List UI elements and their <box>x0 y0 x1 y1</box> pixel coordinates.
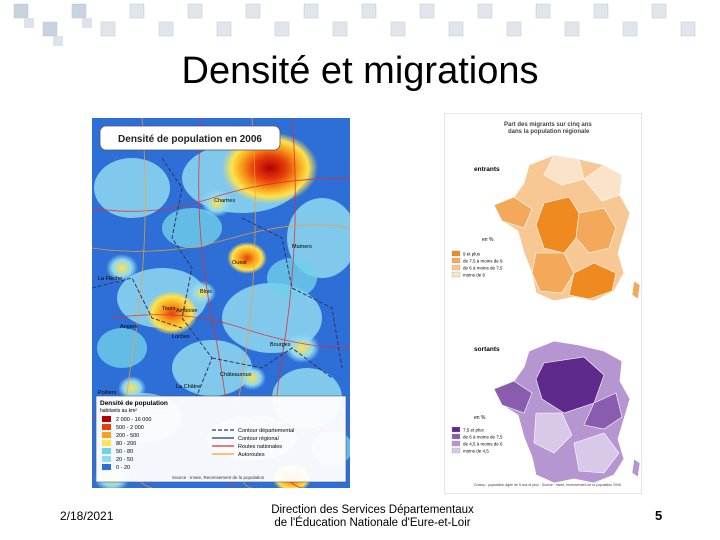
slide-date: 2/18/2021 <box>60 509 114 523</box>
entrants-unit: en % <box>482 237 494 243</box>
decorative-square <box>477 3 493 19</box>
density-source: Source : Insee, Recensement de la popula… <box>172 475 265 480</box>
decorative-square <box>303 3 319 19</box>
migration-legend-label: de 4,5 à moins de 6 <box>463 442 503 447</box>
migration-legend-swatch <box>451 433 461 440</box>
decorative-square <box>506 21 522 37</box>
decorative-square <box>593 3 609 19</box>
migration-source: Champ : population âgée de 5 ans et plus… <box>474 483 621 487</box>
legend-range: 200 - 500 <box>116 433 139 439</box>
place-label: La Flèche <box>98 276 122 282</box>
slide-footer: Direction des Services Départementaux de… <box>250 504 495 530</box>
place-label: La Châtre <box>176 384 200 390</box>
legend-swatch <box>102 448 111 454</box>
legend-range: 500 - 2 000 <box>116 425 144 431</box>
migration-legend-label: de 7,5 à moins de 9 <box>463 259 503 264</box>
line-legend-label: Contour départemental <box>238 428 294 434</box>
decorative-square <box>216 21 232 37</box>
decorative-square <box>158 21 174 37</box>
decorative-square <box>332 21 348 37</box>
legend-range: 20 - 50 <box>116 457 133 463</box>
population-density-map: Densité de population en 2006 Chartres M… <box>92 118 350 488</box>
migration-legend-swatch <box>451 426 461 433</box>
legend-range: 0 - 20 <box>116 465 130 471</box>
decorative-squares <box>13 3 696 46</box>
decorative-square <box>680 21 696 37</box>
sortants-france-map <box>493 340 641 484</box>
entrants-france-map <box>493 154 641 302</box>
migration-legend-label: 7,5 et plus <box>463 428 485 433</box>
migration-legend-label: de 6 à moins de 7,5 <box>463 435 503 440</box>
legend-swatch <box>102 416 111 422</box>
decorative-square <box>53 36 63 46</box>
migration-legend-label: de 6 à moins de 7,5 <box>463 266 503 271</box>
legend-swatch <box>102 424 111 430</box>
legend-subtitle: habitants au km² <box>100 408 137 414</box>
decorative-square <box>564 21 580 37</box>
line-legend-label: Routes nationales <box>238 444 282 450</box>
legend-swatch <box>102 432 111 438</box>
entrants-label: entrants <box>474 166 500 173</box>
migration-legend-label: moins de 6 <box>463 273 486 278</box>
legend-title: Densité de population <box>100 400 168 407</box>
legend-range: 50 - 80 <box>116 449 133 455</box>
migration-maps: Part des migrants sur cinq ans dans la p… <box>444 113 642 494</box>
decorative-square <box>187 3 203 19</box>
decorative-square <box>361 3 377 19</box>
legend-range: 2 000 - 16 000 <box>116 417 151 423</box>
migration-legend-swatch <box>451 440 461 447</box>
migration-legend-swatch <box>451 250 461 257</box>
place-label: Ouest <box>232 260 247 266</box>
slide-number: 5 <box>655 508 663 523</box>
line-legend-label: Autoroutes <box>238 452 265 458</box>
decorative-square <box>622 21 638 37</box>
place-label: Blois <box>200 289 212 295</box>
migration-title-line2: dans la population régionale <box>508 129 590 135</box>
decorative-square <box>24 18 34 28</box>
legend-swatch <box>102 440 111 446</box>
migration-title-line1: Part des migrants sur cinq ans <box>504 122 592 128</box>
decorative-square <box>274 21 290 37</box>
sortants-unit: en % <box>474 415 486 421</box>
place-label: Poitiers <box>98 390 117 396</box>
migration-legend-swatch <box>451 447 461 454</box>
footer-line-2: de l'Éducation Nationale d'Eure-et-Loir <box>274 517 471 529</box>
decorative-square <box>448 21 464 37</box>
decorative-square <box>419 3 435 19</box>
decorative-square <box>82 18 92 28</box>
decorative-square <box>13 3 29 19</box>
place-label: Châteauroux <box>220 372 252 378</box>
place-label: Mamers <box>292 244 312 250</box>
decorative-square <box>129 3 145 19</box>
decorative-square <box>390 21 406 37</box>
place-label: Loches <box>172 334 190 340</box>
migration-legend-label: moins de 4,5 <box>463 449 489 454</box>
legend-swatch <box>102 464 111 470</box>
migration-legend-swatch <box>451 257 461 264</box>
decorative-square <box>100 21 116 37</box>
place-label: Angers <box>120 324 138 330</box>
place-label: Bourges <box>270 342 291 348</box>
migration-legend-label: 9 et plus <box>463 252 481 257</box>
place-label: Tours <box>162 306 176 312</box>
place-label: Chartres <box>214 198 235 204</box>
migration-legend-swatch <box>451 271 461 278</box>
decorative-square <box>71 3 87 19</box>
decorative-square <box>651 3 667 19</box>
decorative-square <box>42 21 58 37</box>
density-map-title: Densité de population en 2006 <box>118 134 262 145</box>
footer-line-1: Direction des Services Départementaux <box>271 504 474 516</box>
slide-title: Densité et migrations <box>181 50 539 92</box>
place-label: Amboise <box>176 308 197 314</box>
decorative-square <box>245 3 261 19</box>
migration-legend-swatch <box>451 264 461 271</box>
sortants-label: sortants <box>474 346 500 353</box>
decorative-square <box>535 3 551 19</box>
line-legend-label: Contour régional <box>238 436 279 442</box>
legend-swatch <box>102 456 111 462</box>
legend-range: 80 - 200 <box>116 441 136 447</box>
